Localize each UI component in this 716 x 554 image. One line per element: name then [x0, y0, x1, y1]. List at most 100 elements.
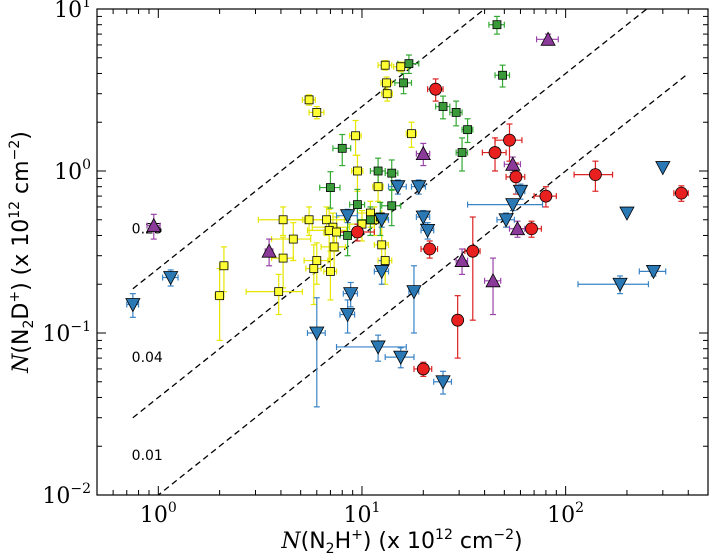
green-squares-point [337, 143, 347, 153]
blue-triangles-point [339, 308, 356, 323]
green-squares-point [438, 102, 448, 111]
red-circles-point [503, 133, 516, 147]
x-axis-label: N(N2H+) (x 1012 cm−2) [280, 527, 522, 554]
yellow-squares-point [312, 108, 322, 117]
yellow-squares-point [373, 182, 383, 192]
y-tick-label: 100 [54, 157, 91, 185]
blue-triangles-point [498, 213, 514, 228]
yellow-squares-point [351, 131, 360, 141]
red-circles-point [423, 242, 437, 256]
purple-triangles-point [485, 272, 501, 288]
yellow-squares-point [288, 234, 298, 244]
yellow-squares-point [324, 225, 334, 235]
reference-line-0.01 [157, 72, 689, 495]
blue-triangles-point [411, 180, 427, 195]
red-circles-point [674, 186, 688, 200]
blue-triangles-point [125, 298, 141, 313]
x-tick-label: 100 [140, 500, 177, 528]
blue-triangles-point [419, 223, 436, 239]
yellow-squares-point [396, 62, 406, 72]
data-markers [125, 20, 688, 390]
plot-frame [96, 8, 709, 496]
red-circles-point [466, 244, 480, 258]
x-tick-label: 101 [344, 500, 381, 528]
yellow-squares-point [309, 264, 319, 273]
red-circles-point [525, 222, 538, 236]
green-squares-point [399, 78, 408, 88]
red-circles-point [589, 168, 602, 182]
yellow-squares-point [382, 89, 392, 99]
yellow-squares-point [380, 256, 390, 265]
purple-triangles-point [146, 217, 162, 233]
green-squares-point [492, 20, 502, 30]
green-squares-point [326, 183, 335, 192]
yellow-squares-point [304, 95, 314, 105]
reference-line-labels: 0.250.040.01 [132, 221, 163, 463]
red-circles-point [488, 146, 502, 159]
green-squares-point [463, 125, 472, 135]
tick-labels: 100 101 102 10−2 10−1 100 101 [42, 0, 584, 528]
purple-triangles-point [415, 145, 431, 161]
green-squares-point [343, 231, 353, 240]
blue-triangles-point [512, 184, 529, 200]
yellow-squares-point [329, 242, 339, 252]
blue-triangles-point [339, 209, 356, 224]
blue-triangles-point [374, 213, 390, 228]
yellow-squares-point [326, 267, 335, 276]
axis-ticks [96, 8, 709, 496]
purple-triangles-point [509, 220, 526, 236]
green-squares-point [498, 70, 507, 80]
error-bars [126, 15, 689, 408]
blue-triangles-point [374, 265, 390, 280]
reference-label-0.04: 0.04 [132, 350, 163, 366]
yellow-squares-point [278, 215, 288, 225]
reference-label-0.01: 0.01 [132, 448, 163, 464]
red-circles-point [416, 362, 430, 376]
yellow-squares-point [215, 291, 225, 301]
yellow-squares-point [380, 60, 390, 70]
yellow-squares-point [312, 256, 322, 265]
green-squares-point [366, 215, 375, 225]
yellow-squares-point [382, 78, 391, 88]
purple-triangles-point [540, 31, 556, 46]
green-squares-point [404, 59, 414, 69]
blue-triangles-point [393, 350, 409, 365]
green-squares-point [387, 168, 397, 178]
blue-triangles-point [415, 210, 431, 225]
reference-lines [132, 9, 689, 495]
reference-line-0.25 [132, 9, 486, 290]
blue-triangles-point [342, 287, 359, 302]
red-circles-point [539, 189, 553, 203]
blue-triangles-point [406, 285, 422, 300]
y-tick-label: 101 [54, 0, 91, 23]
blue-triangles-point [370, 340, 386, 355]
green-squares-point [451, 108, 461, 117]
blue-triangles-point [655, 161, 671, 176]
yellow-squares-point [278, 253, 288, 263]
purple-triangles-point [261, 243, 277, 258]
blue-triangles-point [619, 206, 635, 221]
red-circles-point [451, 313, 465, 327]
yellow-squares-point [332, 227, 341, 237]
red-circles-point [429, 82, 443, 96]
yellow-squares-point [377, 240, 387, 250]
red-circles-point [351, 225, 364, 239]
reference-line-0.04 [132, 9, 648, 419]
purple-triangles-point [505, 156, 521, 171]
yellow-squares-point [353, 166, 362, 176]
green-squares-point [373, 166, 383, 176]
x-tick-label: 102 [547, 500, 584, 528]
purple-triangles-point [454, 252, 470, 267]
yellow-squares-point [407, 129, 416, 139]
blue-triangles-point [645, 265, 662, 280]
y-axis-label: N(N2D+) (x 1012 cm−2) [7, 131, 37, 374]
blue-triangles-point [390, 180, 406, 195]
blue-triangles-point [505, 198, 521, 213]
yellow-squares-point [219, 261, 229, 271]
yellow-squares-point [304, 215, 314, 225]
y-tick-label: 10−1 [42, 319, 91, 347]
green-squares-point [387, 201, 397, 211]
blue-triangles-point [612, 277, 628, 293]
yellow-squares-point [274, 287, 284, 297]
